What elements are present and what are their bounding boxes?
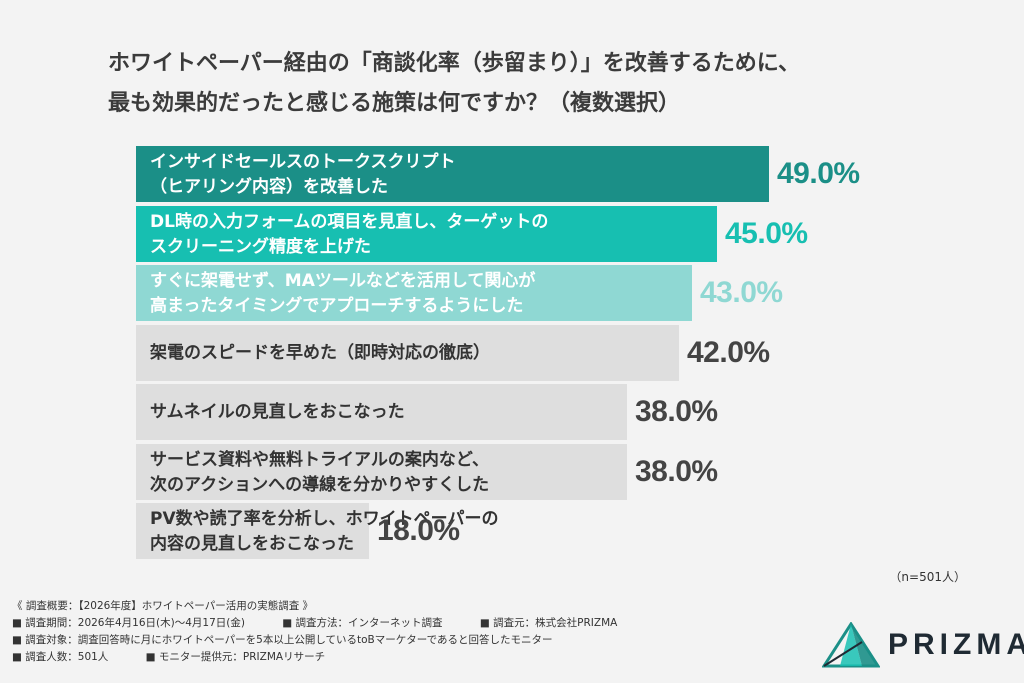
bar-2: DL時の入力フォームの項目を見直し、ターゲットの スクリーニング精度を上げた	[136, 206, 717, 262]
bar-value-label: 38.0%	[635, 455, 718, 488]
bar-value-label: 38.0%	[635, 395, 718, 428]
bar-value-label: 45.0%	[725, 217, 808, 250]
bar-label: すぐに架電せず、MAツールなどを活用して関心が	[150, 271, 536, 291]
survey-period: ■ 調査期間：2026年4月16日(木)〜4月17日(金)	[12, 617, 245, 629]
bar-label: 架電のスピードを早めた（即時対応の徹底）	[150, 343, 490, 363]
bar-value-label: 42.0%	[687, 336, 770, 369]
bar-value-label: 43.0%	[700, 276, 783, 309]
sample-size: （n=501人）	[889, 570, 966, 584]
bar-7: PV数や読了率を分析し、ホワイトペーパーの 内容の見直しをおこなった	[136, 503, 499, 559]
bar-label: サービス資料や無料トライアルの案内など、	[150, 450, 489, 470]
logo-text: PRIZMA	[888, 628, 1024, 661]
prizma-logo: PRIZMA	[822, 622, 1024, 668]
bar-label: PV数や読了率を分析し、ホワイトペーパーの	[150, 509, 499, 529]
bar-5: サムネイルの見直しをおこなった	[136, 384, 627, 440]
title-line-1: ホワイトペーパー経由の「商談化率（歩留まり）」を改善するために、	[108, 51, 801, 76]
survey-overview: 《 調査概要：【2026年度】ホワイトペーパー活用の実態調査 》	[12, 600, 314, 612]
bar-1: インサイドセールスのトークスクリプト （ヒアリング内容）を改善した	[136, 146, 769, 202]
bar-label: インサイドセールスのトークスクリプト	[150, 152, 456, 172]
title-line-2: 最も効果的だったと感じる施策は何ですか？（複数選択）	[108, 91, 681, 116]
survey-organizer: ■ 調査元：株式会社PRIZMA	[479, 617, 618, 629]
bar-value-label: 18.0%	[377, 514, 460, 547]
bar-label: サムネイルの見直しをおこなった	[150, 402, 405, 422]
survey-method: ■ 調査方法：インターネット調査	[282, 617, 443, 629]
survey-footer: 《 調査概要：【2026年度】ホワイトペーパー活用の実態調査 》 ■ 調査期間：…	[12, 598, 617, 666]
bar-4: 架電のスピードを早めた（即時対応の徹底）	[136, 325, 679, 381]
bar-6: サービス資料や無料トライアルの案内など、 次のアクションへの導線を分かりやすくした	[136, 444, 627, 500]
bar-label: 次のアクションへの導線を分かりやすくした	[150, 475, 490, 495]
chart-title: ホワイトペーパー経由の「商談化率（歩留まり）」を改善するために、 最も効果的だっ…	[108, 44, 988, 124]
survey-provider: ■ モニター提供元：PRIZMAリサーチ	[145, 651, 326, 663]
bar-label: 内容の見直しをおこなった	[150, 534, 354, 554]
bar-label: スクリーニング精度を上げた	[150, 237, 371, 257]
bar-3: すぐに架電せず、MAツールなどを活用して関心が 高まったタイミングでアプローチする…	[136, 265, 692, 321]
bar-label: （ヒアリング内容）を改善した	[150, 177, 388, 197]
prizma-triangle-icon	[822, 622, 880, 668]
bar-chart: インサイドセールスのトークスクリプト （ヒアリング内容）を改善した 49.0% DL時…	[136, 146, 860, 559]
bar-label: 高まったタイミングでアプローチするようにした	[150, 296, 524, 316]
survey-target: ■ 調査対象：調査回答時に月にホワイトペーパーを5本以上公開しているtoBマーケ…	[12, 634, 553, 646]
survey-respondents: ■ 調査人数：501人	[12, 651, 109, 663]
bar-value-label: 49.0%	[777, 157, 860, 190]
bar-label: DL時の入力フォームの項目を見直し、ターゲットの	[150, 212, 549, 232]
